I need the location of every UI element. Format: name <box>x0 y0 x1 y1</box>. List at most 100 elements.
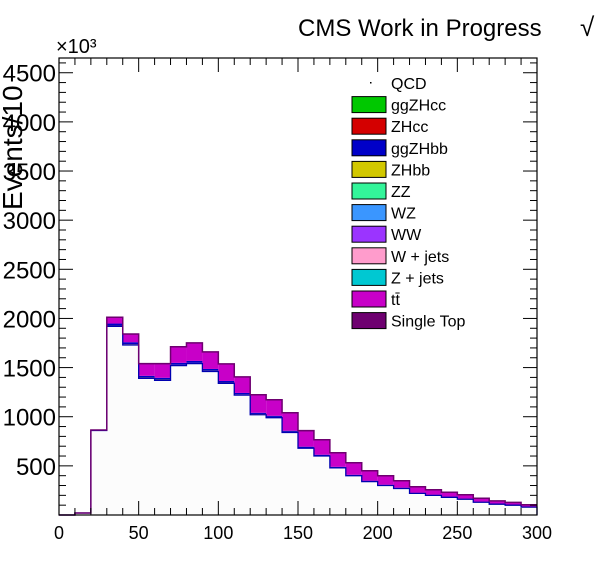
histogram-bin <box>329 467 346 515</box>
legend-swatch <box>351 96 387 114</box>
histogram-bin <box>122 344 139 515</box>
histogram-bin <box>106 326 123 515</box>
chart-title-suffix: √ <box>580 12 595 42</box>
histogram-bin <box>106 317 123 324</box>
histogram-bin <box>138 378 155 515</box>
histogram-bin <box>377 475 394 485</box>
legend-entry: WZ <box>351 204 416 223</box>
legend-label: ggZHcc <box>391 98 446 115</box>
y-tick-label: 3500 <box>3 159 56 186</box>
histogram-bin <box>298 430 314 447</box>
histogram-bin <box>170 347 187 363</box>
histogram-bin <box>345 463 362 475</box>
histogram-bin <box>393 488 410 515</box>
histogram-bin <box>122 334 139 343</box>
histogram-bin <box>202 352 219 369</box>
legend-label: WW <box>391 227 422 244</box>
legend: QCD ggZHcc ZHcc ggZHbb ZHbb ZZ WZ WW W + jets Z +… <box>351 76 466 331</box>
y-tick-label: 4500 <box>3 61 56 88</box>
histogram-bin <box>298 446 314 448</box>
histogram-bin <box>313 440 330 455</box>
histogram-bin <box>266 400 283 416</box>
histogram-bin <box>154 380 171 515</box>
histogram-bin <box>505 502 522 505</box>
histogram-bin <box>266 415 283 417</box>
histogram-bin <box>521 504 537 507</box>
legend-label: ZHbb <box>391 162 430 179</box>
legend-swatch <box>351 247 387 265</box>
histogram-bin <box>457 499 474 515</box>
histogram-bin <box>218 380 235 383</box>
legend-entry: ZHcc <box>351 117 428 136</box>
legend-entry: ZZ <box>351 182 411 201</box>
histogram-bin <box>473 502 490 515</box>
histogram-bin <box>266 417 283 515</box>
histogram-bin <box>409 486 426 493</box>
x-tick-label: 250 <box>442 523 472 543</box>
qcd-outline <box>59 325 538 516</box>
histogram-bin <box>234 377 251 393</box>
legend-label: ZHcc <box>391 119 428 136</box>
histogram-bin <box>282 432 298 515</box>
histogram-bin <box>282 413 298 431</box>
histogram-bin <box>74 513 91 515</box>
histogram-bin <box>505 505 522 515</box>
histogram-bin <box>377 485 394 515</box>
legend-label: Z + jets <box>391 270 444 287</box>
histogram-bin <box>489 504 506 515</box>
histogram-bin <box>186 363 203 515</box>
histogram-bin <box>425 489 442 495</box>
y-tick-label: 4000 <box>3 110 56 137</box>
histogram-bin <box>329 453 346 467</box>
histogram-bin <box>154 364 171 378</box>
series-qcd <box>74 326 537 515</box>
legend-entry: W + jets <box>351 247 449 266</box>
x-tick-label: 100 <box>203 523 233 543</box>
legend-label: ggZHbb <box>391 141 448 158</box>
x-tick-label: 200 <box>363 523 393 543</box>
histogram-bin <box>170 365 187 515</box>
histogram-bin <box>489 500 506 504</box>
y-tick-label: 500 <box>16 454 56 481</box>
legend-swatch <box>351 225 387 243</box>
legend-swatch <box>351 182 387 200</box>
histogram-bin <box>138 375 155 378</box>
y-axis-exponent: ×10³ <box>56 36 97 58</box>
plot-area: 0 50 100 150 200 250 300 500 1000 1500 2000 2500 300… <box>3 57 552 543</box>
histogram-bin <box>250 412 267 414</box>
histogram-bin <box>218 383 235 515</box>
histogram-bin <box>250 395 267 413</box>
legend-entry: WW <box>351 225 422 244</box>
histogram-bin <box>170 362 187 365</box>
histogram-bin <box>313 454 330 456</box>
legend-label: Single Top <box>391 314 466 331</box>
histogram-bin <box>441 497 458 515</box>
legend-label: W + jets <box>391 249 449 266</box>
y-tick-label: 3000 <box>3 208 56 235</box>
histogram-bin <box>393 480 410 488</box>
histogram-bin <box>234 395 251 515</box>
histogram-bin <box>202 368 219 371</box>
histogram-bin <box>186 343 203 361</box>
legend-marker <box>370 82 372 84</box>
legend-swatch <box>351 312 387 330</box>
histogram-bin <box>282 430 298 432</box>
legend-entry: Z + jets <box>351 268 444 287</box>
legend-swatch <box>351 160 387 178</box>
y-tick-label: 2500 <box>3 257 56 284</box>
histogram-bin <box>250 414 267 515</box>
x-tick-label: 50 <box>129 523 149 543</box>
histogram-bin <box>122 342 139 345</box>
histogram-bin <box>361 481 378 515</box>
y-axis-label: Events/10 <box>0 85 28 210</box>
histogram-bin <box>90 430 107 515</box>
histogram-bin <box>313 456 330 515</box>
histogram-bin <box>457 494 474 499</box>
histogram-bin <box>425 495 442 515</box>
histogram-bin <box>409 493 426 515</box>
legend-swatch <box>351 204 387 222</box>
legend-label: WZ <box>391 206 416 223</box>
y-tick-label: 2000 <box>3 306 56 333</box>
